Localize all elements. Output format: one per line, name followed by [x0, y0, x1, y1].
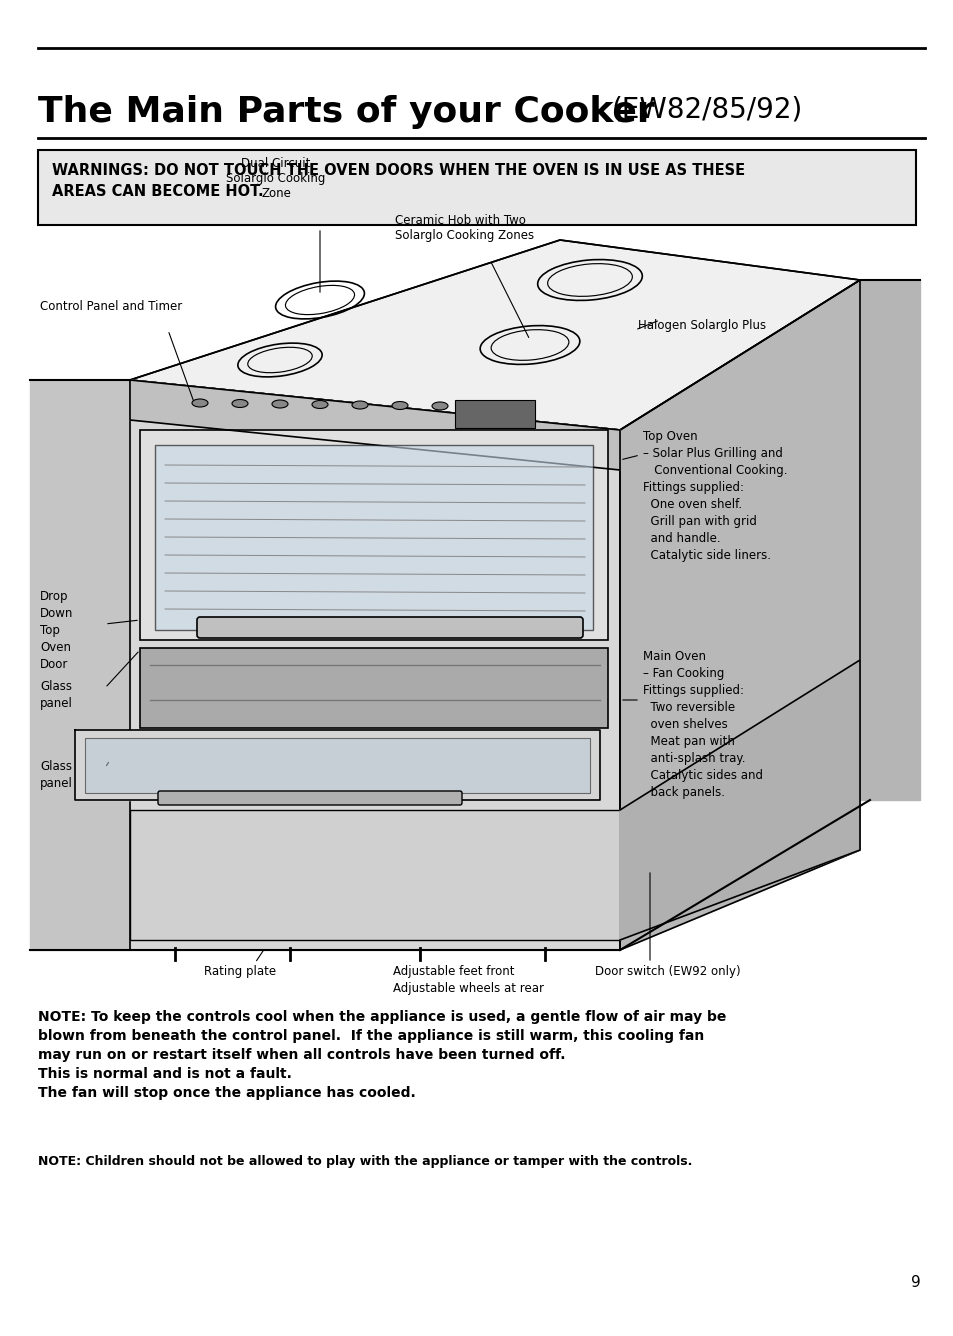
Text: Halogen Solarglo Plus: Halogen Solarglo Plus [638, 318, 765, 331]
Ellipse shape [232, 399, 248, 407]
Polygon shape [619, 660, 859, 941]
FancyBboxPatch shape [140, 430, 607, 640]
Text: Glass
panel: Glass panel [40, 680, 72, 709]
Text: Ceramic Hob with Two
Solarglo Cooking Zones: Ceramic Hob with Two Solarglo Cooking Zo… [395, 214, 534, 242]
Polygon shape [130, 240, 859, 430]
Polygon shape [859, 281, 919, 800]
Text: Main Oven
– Fan Cooking
Fittings supplied:
  Two reversible
  oven shelves
  Mea: Main Oven – Fan Cooking Fittings supplie… [642, 651, 762, 799]
Text: NOTE: To keep the controls cool when the appliance is used, a gentle flow of air: NOTE: To keep the controls cool when the… [38, 1010, 725, 1100]
Polygon shape [30, 379, 130, 950]
Text: (EW82/85/92): (EW82/85/92) [612, 95, 802, 123]
Ellipse shape [392, 402, 408, 410]
Text: Glass
panel: Glass panel [40, 760, 72, 790]
Ellipse shape [192, 399, 208, 407]
Text: Top Oven
– Solar Plus Grilling and
   Conventional Cooking.
Fittings supplied:
 : Top Oven – Solar Plus Grilling and Conve… [642, 430, 786, 562]
Ellipse shape [312, 401, 328, 409]
FancyBboxPatch shape [455, 399, 535, 428]
Text: The Main Parts of your Cooker: The Main Parts of your Cooker [38, 95, 667, 130]
Text: Rating plate: Rating plate [204, 965, 275, 978]
FancyBboxPatch shape [38, 150, 915, 224]
Text: Adjustable feet front
Adjustable wheels at rear: Adjustable feet front Adjustable wheels … [393, 965, 543, 995]
FancyBboxPatch shape [140, 648, 607, 728]
Polygon shape [130, 379, 619, 470]
Ellipse shape [432, 402, 448, 410]
Polygon shape [619, 281, 859, 950]
FancyBboxPatch shape [158, 791, 461, 806]
FancyBboxPatch shape [154, 445, 593, 631]
Polygon shape [130, 379, 619, 950]
FancyBboxPatch shape [196, 617, 582, 639]
Text: Drop
Down
Top
Oven
Door: Drop Down Top Oven Door [40, 591, 73, 671]
Ellipse shape [272, 399, 288, 407]
Polygon shape [75, 729, 599, 800]
Text: NOTE: Children should not be allowed to play with the appliance or tamper with t: NOTE: Children should not be allowed to … [38, 1156, 692, 1168]
Ellipse shape [352, 401, 368, 409]
Text: 9: 9 [910, 1275, 920, 1291]
Text: WARNINGS: DO NOT TOUCH THE OVEN DOORS WHEN THE OVEN IS IN USE AS THESE
AREAS CAN: WARNINGS: DO NOT TOUCH THE OVEN DOORS WH… [52, 163, 744, 199]
Text: Dual Circuit
Solarglo Cooking
Zone: Dual Circuit Solarglo Cooking Zone [226, 158, 325, 200]
FancyBboxPatch shape [85, 737, 589, 794]
FancyBboxPatch shape [130, 810, 619, 941]
Text: Door switch (EW92 only): Door switch (EW92 only) [595, 965, 740, 978]
Text: Control Panel and Timer: Control Panel and Timer [40, 301, 182, 313]
